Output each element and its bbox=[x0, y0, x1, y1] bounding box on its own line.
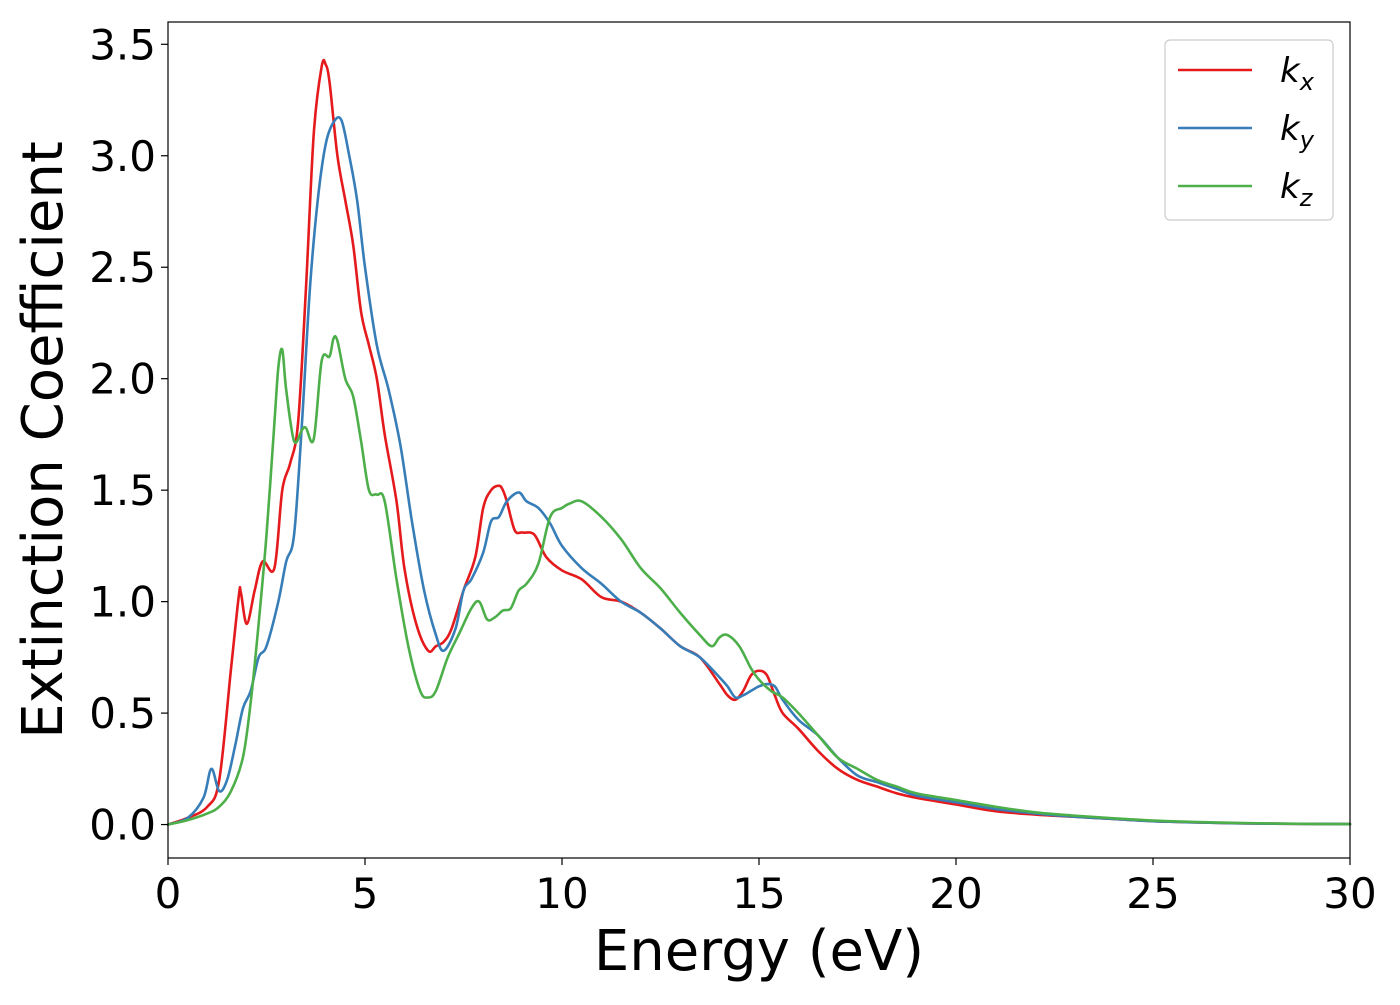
series-line-ky bbox=[166, 116, 1352, 826]
y-axis-label: Extinction Coefficient bbox=[11, 141, 76, 739]
x-tick-label: 5 bbox=[352, 869, 379, 918]
y-tick-label: 3.5 bbox=[89, 20, 156, 69]
legend-label-subscript: x bbox=[1299, 68, 1315, 96]
legend-label-subscript: y bbox=[1299, 126, 1315, 154]
x-axis-ticks: 0 5 10 15 20 25 30 bbox=[155, 858, 1377, 918]
y-tick-label: 0.5 bbox=[89, 689, 156, 738]
legend-label-subscript: z bbox=[1299, 184, 1314, 212]
x-tick-label: 20 bbox=[929, 869, 982, 918]
series-line-kz bbox=[166, 334, 1352, 826]
x-tick-label: 15 bbox=[732, 869, 785, 918]
y-tick-label: 1.5 bbox=[89, 466, 156, 515]
y-tick-label: 1.0 bbox=[89, 578, 156, 627]
y-tick-label: 2.0 bbox=[89, 355, 156, 404]
x-tick-label: 10 bbox=[535, 869, 588, 918]
y-tick-label: 3.0 bbox=[89, 132, 156, 181]
legend-label-kz: kz bbox=[1280, 167, 1314, 212]
legend-box bbox=[1164, 39, 1334, 221]
legend-label-ky: ky bbox=[1280, 109, 1315, 154]
series-line-kx bbox=[166, 58, 1352, 826]
legend-label-base: k bbox=[1280, 109, 1301, 149]
y-axis-ticks: 0.0 0.5 1.0 1.5 2.0 2.5 3.0 3.5 bbox=[89, 20, 168, 850]
legend-label-base: k bbox=[1280, 167, 1301, 207]
y-tick-label: 0.0 bbox=[89, 801, 156, 850]
legend-label-base: k bbox=[1280, 51, 1301, 91]
x-axis-label: Energy (eV) bbox=[594, 919, 924, 984]
plot-lines bbox=[166, 58, 1352, 826]
x-tick-label: 0 bbox=[155, 869, 182, 918]
x-tick-label: 30 bbox=[1323, 869, 1376, 918]
x-tick-label: 25 bbox=[1126, 869, 1179, 918]
y-tick-label: 2.5 bbox=[89, 243, 156, 292]
legend-label-kx: kx bbox=[1280, 51, 1315, 96]
